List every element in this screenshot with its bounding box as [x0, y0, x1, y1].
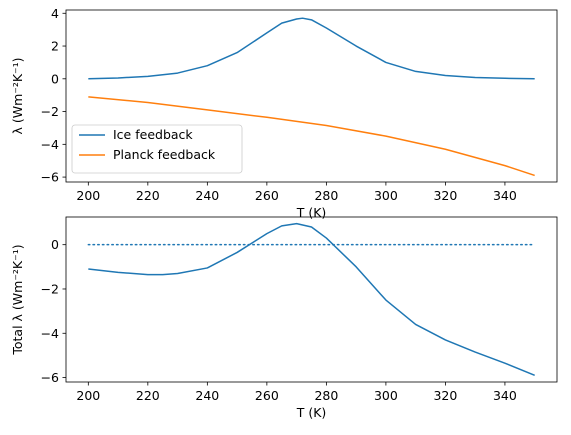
- ice-feedback-line: [88, 17, 535, 80]
- top-y-tick-label: −6: [41, 170, 59, 185]
- top-panel-axes-frame: [65, 9, 558, 183]
- bottom-panel-axes-frame: [65, 216, 558, 383]
- legend-box: [71, 124, 243, 174]
- bottom-x-tick-label: 220: [136, 388, 160, 403]
- bottom-x-tick-label: 300: [374, 388, 398, 403]
- top-x-tick-label: 260: [255, 188, 279, 203]
- bottom-x-tick-label: 240: [195, 388, 219, 403]
- bottom-y-axis-label: Total λ (Wm⁻²K⁻¹): [10, 244, 25, 355]
- top-x-tick-label: 220: [136, 188, 160, 203]
- legend-entry-label: Planck feedback: [113, 147, 216, 162]
- bottom-y-tick-label: 0: [51, 237, 59, 252]
- top-y-tick-label: 4: [51, 6, 59, 21]
- top-x-tick-label: 300: [374, 188, 398, 203]
- top-x-axis-label: T (K): [296, 205, 327, 220]
- bottom-y-tick-label: −2: [41, 281, 59, 296]
- bottom-x-tick-label: 260: [255, 388, 279, 403]
- top-y-tick-label: 0: [51, 71, 59, 86]
- top-x-tick-label: 240: [195, 188, 219, 203]
- top-x-tick-label: 320: [433, 188, 457, 203]
- bottom-x-tick-label: 200: [76, 388, 100, 403]
- top-x-tick-label: 200: [76, 188, 100, 203]
- planck-feedback-line: [88, 96, 535, 177]
- bottom-y-tick-label: −4: [41, 326, 59, 341]
- top-y-tick-label: 2: [51, 39, 59, 54]
- bottom-y-tick-label: −6: [41, 370, 59, 385]
- bottom-x-axis-label: T (K): [296, 405, 327, 420]
- top-y-axis-label: λ (Wm⁻²K⁻¹): [10, 57, 25, 134]
- top-panel: 200 220 240 260 280 300 320 340 −6 −4 −2 0 2 4 T (K)…: [10, 6, 558, 220]
- legend-entry-label: Ice feedback: [113, 127, 193, 142]
- top-x-tick-label: 280: [314, 188, 338, 203]
- top-x-tick-label: 340: [493, 188, 517, 203]
- legend: Ice feedback Planck feedback: [71, 124, 243, 174]
- bottom-x-tick-label: 340: [493, 388, 517, 403]
- bottom-x-tick-label: 280: [314, 388, 338, 403]
- total-feedback-line: [88, 222, 535, 377]
- top-y-tick-label: −2: [41, 104, 59, 119]
- bottom-panel: 200 220 240 260 280 300 320 340 −6 −4 −2 0 T (K) T…: [10, 216, 558, 420]
- top-y-tick-label: −4: [41, 137, 59, 152]
- bottom-x-tick-label: 320: [433, 388, 457, 403]
